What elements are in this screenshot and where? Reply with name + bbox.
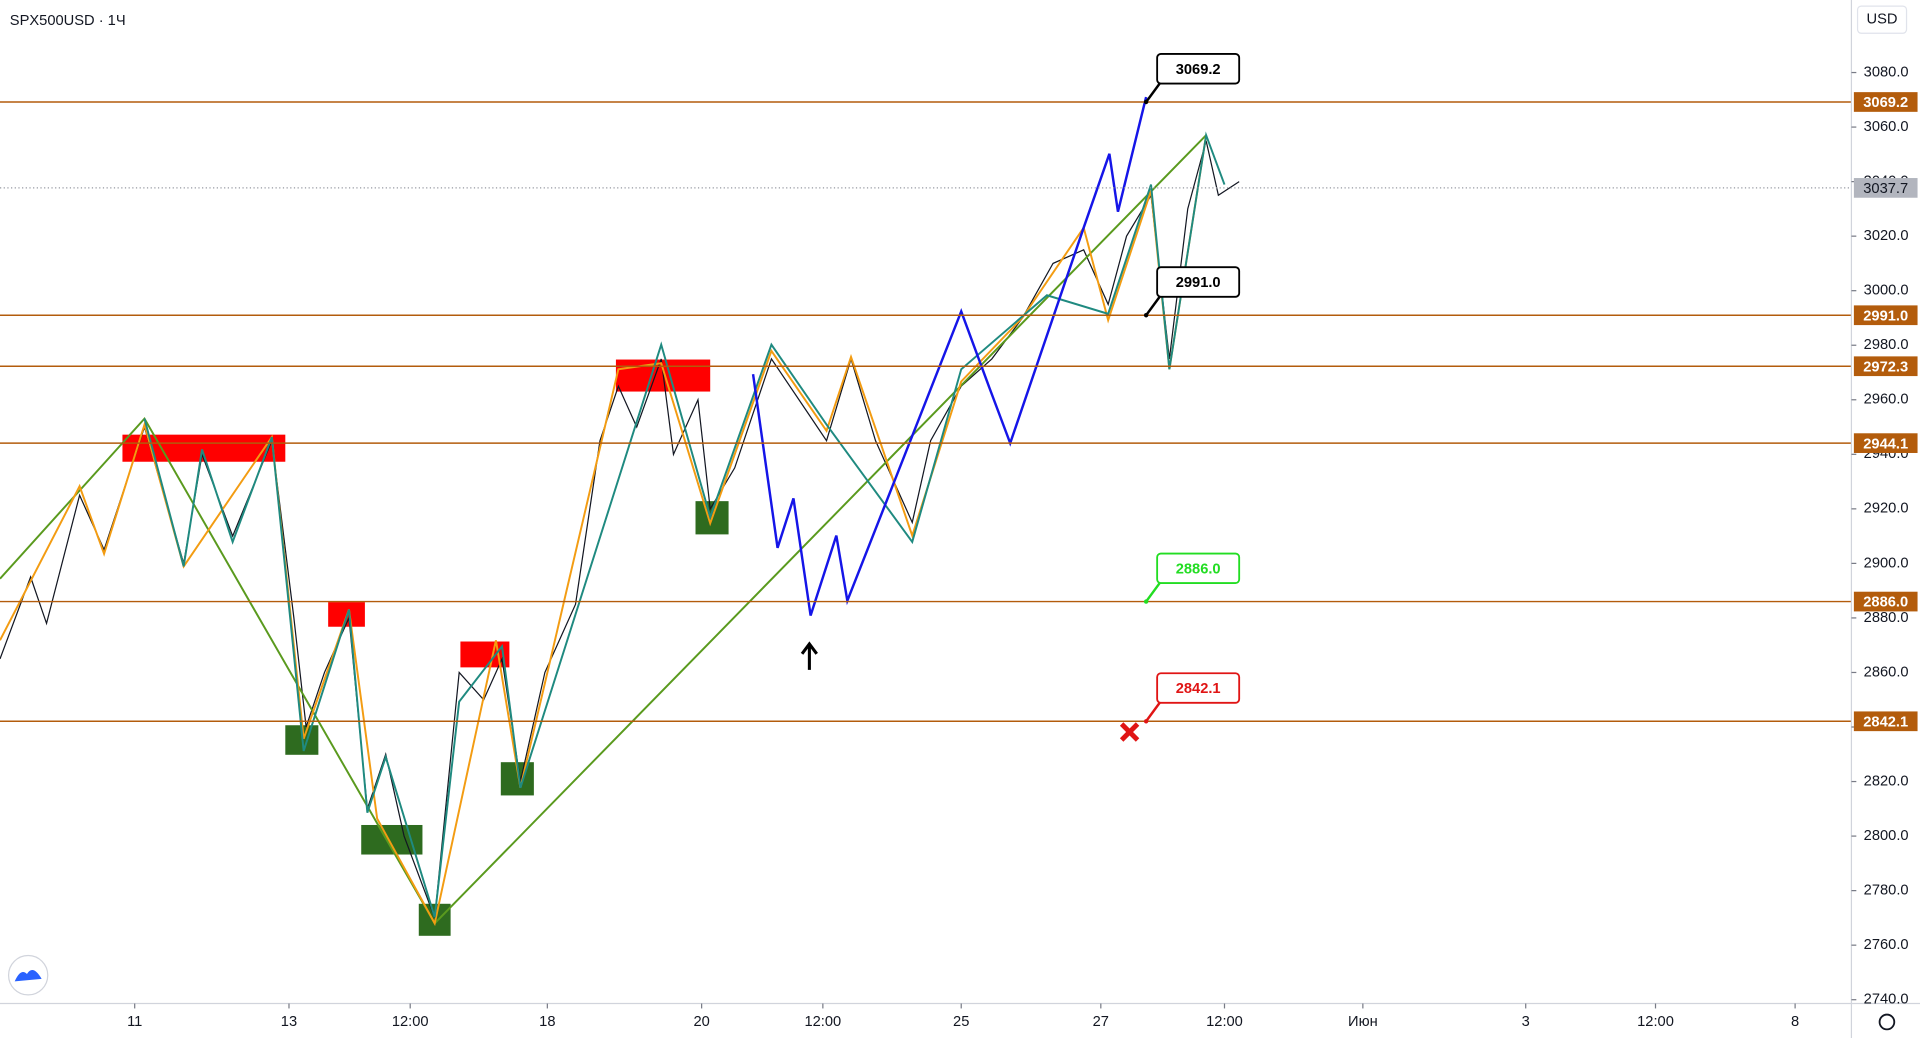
level-label-bg [1853, 433, 1918, 453]
level-label-bg [1853, 305, 1918, 326]
x-tick-label: 25 [953, 1014, 969, 1030]
level-label: 3069.2 [1863, 95, 1908, 111]
arrow-up [800, 641, 818, 670]
level-label: 2944.1 [1863, 436, 1908, 452]
callout-anchor [1143, 99, 1149, 105]
y-tick-label: 2800.0 [1864, 828, 1909, 844]
chart-title: SPX500USD · 1Ч [10, 13, 126, 29]
y-tick-label: 3020.0 [1864, 228, 1909, 244]
zones [122, 359, 729, 936]
level-label-bg [1853, 356, 1918, 377]
x-tick-label: 12:00 [392, 1014, 429, 1030]
callout-box [1156, 266, 1241, 298]
level-label: 2991.0 [1863, 308, 1908, 324]
y-tick-label: 3080.0 [1864, 64, 1909, 80]
callout-box [1156, 552, 1241, 585]
last-price-bg [1853, 178, 1918, 198]
level-label: 2972.3 [1863, 359, 1908, 375]
callout-anchor [1143, 599, 1149, 604]
level-label: 2886.0 [1863, 595, 1908, 611]
settings-button[interactable] [1878, 1013, 1896, 1031]
x-tick-label: 20 [693, 1014, 709, 1030]
x-tick-label: Июн [1348, 1014, 1378, 1030]
x-tick-label: 18 [539, 1014, 555, 1030]
axes: 2740.02760.02780.02800.02820.02840.02860… [127, 64, 1918, 1030]
x-tick-label: 8 [1791, 1014, 1799, 1030]
callout-label: 3069.2 [1176, 62, 1221, 78]
callout-label: 2886.0 [1176, 561, 1221, 577]
overlay-line [143, 131, 1226, 918]
y-tick-label: 2980.0 [1864, 337, 1909, 353]
y-tick-label: 2960.0 [1864, 392, 1909, 408]
level-label-bg [1853, 711, 1918, 732]
currency: USD [1867, 12, 1898, 28]
x-tick-label: 12:00 [1637, 1014, 1674, 1030]
y-tick-label: 2820.0 [1864, 773, 1909, 789]
x-tick-label: 3 [1522, 1014, 1530, 1030]
callout-box [1156, 53, 1241, 85]
price-line [0, 140, 1240, 919]
y-tick-label: 2760.0 [1864, 937, 1909, 953]
level-label-bg [1853, 92, 1918, 112]
y-tick-label: 2920.0 [1864, 501, 1909, 517]
level-label-bg [1853, 591, 1918, 612]
plot: 3069.2 2991.0 2886.0 2842.1 [0, 53, 1852, 927]
x-tick-label: 12:00 [1206, 1014, 1243, 1030]
y-tick-label: 2900.0 [1864, 555, 1909, 571]
level-label: 2842.1 [1863, 714, 1908, 730]
overlay-line [751, 96, 1148, 616]
cross-mark [1119, 722, 1140, 742]
last-price-label: 3037.7 [1863, 181, 1908, 197]
callout-anchor [1143, 313, 1149, 318]
callout-box [1156, 672, 1241, 704]
logo-mark [14, 970, 42, 982]
callout-label: 2842.1 [1176, 681, 1221, 697]
currency-button[interactable] [1856, 5, 1908, 34]
y-tick-label: 2880.0 [1864, 610, 1909, 626]
x-tick-label: 27 [1093, 1014, 1109, 1030]
x-tick-label: 13 [281, 1014, 297, 1030]
y-tick-label: 2780.0 [1864, 882, 1909, 898]
callout-label: 2991.0 [1176, 275, 1221, 291]
x-tick-label: 12:00 [804, 1014, 841, 1030]
y-tick-label: 3060.0 [1864, 119, 1909, 135]
y-tick-label: 2860.0 [1864, 664, 1909, 680]
y-tick-label: 2740.0 [1864, 992, 1909, 1008]
callout-anchor [1143, 719, 1149, 724]
y-tick-label: 3000.0 [1864, 283, 1909, 299]
x-tick-label: 11 [127, 1014, 142, 1030]
